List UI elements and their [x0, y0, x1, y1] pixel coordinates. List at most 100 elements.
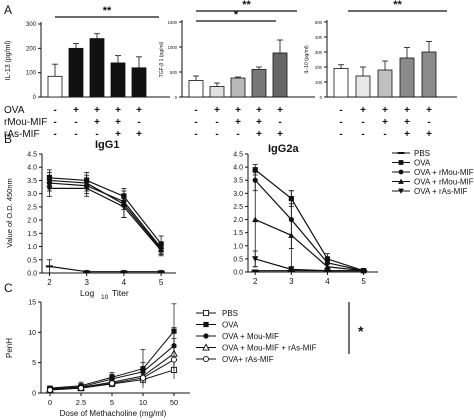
bar [68, 47, 84, 98]
treatment-sign: + [136, 105, 142, 116]
sig-il13-star: ** [103, 5, 112, 17]
igg1-y-tick-label: 1.0 [27, 244, 37, 251]
legend-b-label: OVA [414, 159, 431, 168]
bar-y-tick-label: 1500 [168, 20, 178, 25]
treatment-sign: + [404, 105, 410, 116]
penh-marker [170, 356, 178, 363]
legend-b-marker [398, 169, 404, 175]
igg2a-y-tick-label: 2.5 [233, 204, 243, 211]
treatment-row-label: rAs-MIF [4, 129, 40, 140]
penh-y-tick-label: 10 [28, 330, 36, 337]
bar-y-tick-label: 200 [26, 46, 37, 52]
treatment-sign: - [339, 117, 342, 128]
treatment-sign: - [53, 105, 56, 116]
bar [421, 51, 437, 98]
bar [188, 80, 204, 98]
treatment-sign: + [382, 105, 388, 116]
igg1-marker [120, 270, 128, 273]
legend-c-marker [203, 333, 209, 339]
igg2a-y-tick-label: 1.5 [233, 230, 243, 237]
igg1-y-tick-label: 3.5 [27, 178, 37, 185]
treatment-sign: + [256, 105, 262, 116]
treatment-sign: - [339, 105, 342, 116]
igg1-marker [46, 185, 53, 192]
treatment-sign: + [136, 129, 142, 140]
legend-b-marker [398, 188, 404, 194]
treatment-sign: - [194, 105, 197, 116]
igg2a-y-tick-label: 1.0 [233, 243, 243, 250]
bar-y-tick-label: 500 [170, 70, 178, 75]
bar-y-tick-label: 100 [26, 71, 37, 77]
bar [399, 57, 415, 98]
bar-y-tick-label: 400 [315, 35, 323, 40]
treatment-sign: + [73, 105, 79, 116]
igg1-marker [120, 204, 127, 210]
treatment-sign: + [404, 117, 410, 128]
legend-c-label: OVA + Mou-MIF [222, 332, 279, 341]
igg1-x-axis-label-titer: Titer [112, 288, 129, 298]
bar-y-axis-label: IL-13 (pg/ml) [5, 41, 12, 81]
penh-y-tick-label: 5 [32, 360, 36, 367]
igg1-y-axis-label: Value of O.D. 450nm [5, 178, 14, 247]
treatment-sign: - [194, 117, 197, 128]
treatment-sign: + [277, 105, 283, 116]
bar [47, 75, 63, 98]
igg1-y-tick-label: 0.0 [27, 271, 37, 278]
legend-b-marker [397, 152, 405, 154]
igg2a-y-tick-label: 4.0 [233, 165, 243, 172]
igg1-x-tick-label: 3 [84, 278, 89, 287]
bar [131, 67, 147, 98]
panel-label-a: A [4, 3, 12, 17]
bar-y-tick-label: 0 [175, 95, 178, 100]
bar-y-tick-label: 0 [320, 95, 323, 100]
igg2a-y-tick-label: 2.0 [233, 217, 243, 224]
legend-c-marker [202, 343, 210, 351]
treatment-sign: - [339, 129, 342, 140]
treatment-sign: + [360, 105, 366, 116]
igg2a-x-tick-label: 3 [289, 277, 294, 286]
igg2a-series-line [254, 179, 364, 272]
penh-marker [139, 374, 147, 381]
sig-tgf-a-star: * [234, 9, 239, 21]
treatment-sign: + [214, 105, 220, 116]
treatment-sign: - [215, 117, 218, 128]
treatment-sign: - [383, 129, 386, 140]
igg2a-marker [324, 268, 331, 274]
igg1-x-axis-label-log: Log [80, 288, 94, 298]
treatment-sign: - [137, 117, 140, 128]
treatment-sign: - [427, 117, 430, 128]
penh-marker [77, 385, 85, 392]
sig-il10-star: ** [393, 0, 402, 11]
penh-x-tick-label: 5 [110, 398, 114, 407]
treatment-sign: + [94, 105, 100, 116]
penh-y-tick-label: 15 [28, 300, 36, 307]
igg1-y-tick-label: 1.5 [27, 231, 37, 238]
legend-b-label: OVA + rMou-MIF [414, 168, 474, 177]
igg2a-y-tick-label: 0.5 [233, 256, 243, 263]
treatment-sign: + [256, 117, 262, 128]
bar [377, 69, 393, 98]
treatment-sign: - [278, 117, 281, 128]
igg1-marker [45, 265, 54, 268]
bar [110, 62, 126, 98]
igg2a-y-tick-label: 3.0 [233, 191, 243, 198]
igg1-y-tick-label: 4.0 [27, 165, 37, 172]
igg2a-series-line [254, 169, 364, 272]
bar-y-tick-label: 300 [26, 22, 37, 28]
igg1-series-line [49, 187, 162, 251]
igg1-x-tick-label: 5 [159, 278, 164, 287]
treatment-sign: + [426, 129, 432, 140]
legend-b-label: OVA + rMou-MIF + rAs-MIF [414, 178, 474, 187]
treatment-sign: - [236, 129, 239, 140]
legend-c-marker [202, 309, 210, 317]
igg2a-x-tick-label: 2 [253, 277, 258, 286]
bar [355, 75, 371, 98]
treatment-sign: + [404, 129, 410, 140]
bar-y-axis-label: IL-10 (pg/ml) [304, 45, 310, 74]
treatment-sign: - [95, 129, 98, 140]
bar [333, 68, 349, 98]
igg2a-title: IgG2a [268, 143, 299, 155]
penh-x-tick-label: 0 [48, 398, 52, 407]
treatment-sign: + [382, 117, 388, 128]
